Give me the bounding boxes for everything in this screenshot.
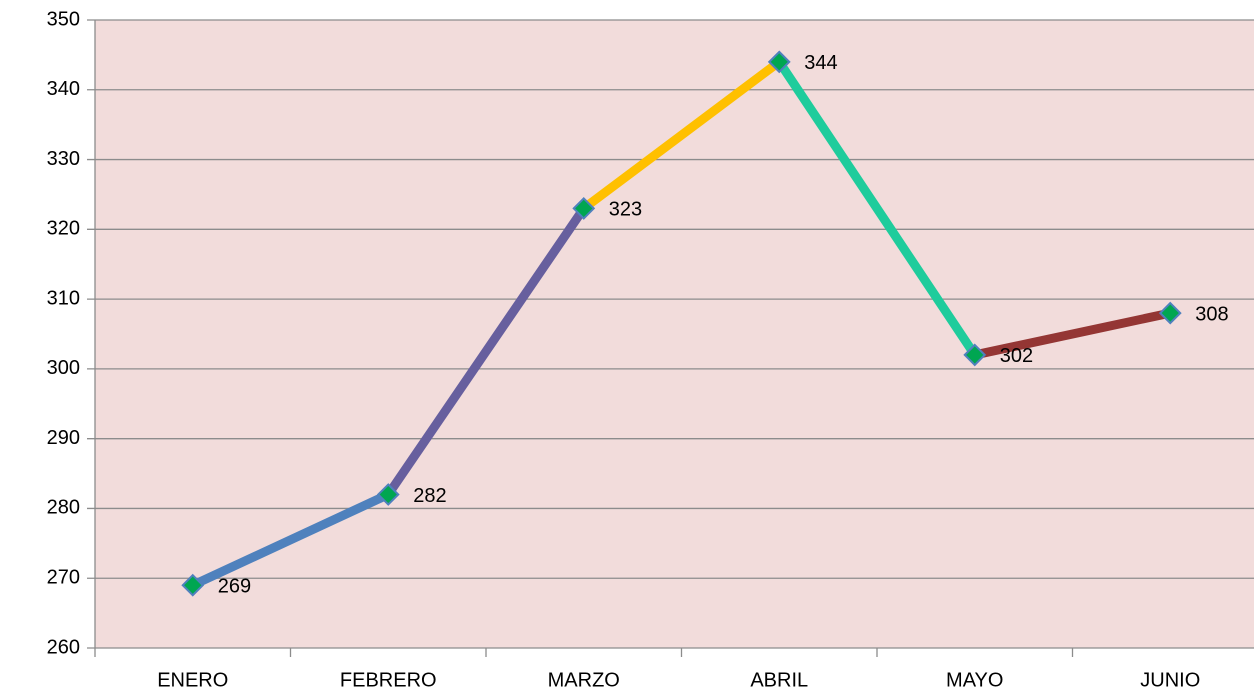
- data-label: 269: [218, 575, 251, 597]
- y-tick-label: 340: [47, 78, 80, 100]
- marker: [767, 50, 791, 74]
- y-tick-label: 330: [47, 148, 80, 170]
- y-tick-label: 280: [47, 497, 80, 519]
- data-label: 302: [1000, 345, 1033, 367]
- marker: [181, 573, 205, 597]
- y-tick-label: 270: [47, 567, 80, 589]
- y-tick-label: 320: [47, 218, 80, 240]
- data-label: 308: [1195, 303, 1228, 325]
- x-tick-label: MAYO: [946, 669, 1003, 691]
- data-label: 344: [804, 52, 837, 74]
- marker: [963, 343, 987, 367]
- marker: [572, 196, 596, 220]
- line-segment: [383, 203, 589, 499]
- y-tick-label: 290: [47, 427, 80, 449]
- y-tick-label: 310: [47, 287, 80, 309]
- line-segment: [970, 308, 1175, 360]
- x-tick-label: ENERO: [157, 669, 228, 691]
- x-tick-label: JUNIO: [1140, 669, 1200, 691]
- y-tick-label: 300: [47, 357, 80, 379]
- y-tick-label: 350: [47, 8, 80, 30]
- x-tick-label: FEBRERO: [340, 669, 437, 691]
- y-tick-label: 260: [47, 636, 80, 658]
- line-segment: [579, 57, 784, 213]
- marker: [376, 483, 400, 506]
- data-label: 282: [413, 485, 446, 507]
- line-segment: [774, 57, 980, 360]
- x-tick-label: MARZO: [548, 669, 620, 691]
- data-label: 323: [609, 199, 642, 221]
- marker: [1158, 301, 1182, 325]
- line-segment: [188, 489, 393, 590]
- x-tick-label: ABRIL: [750, 669, 808, 691]
